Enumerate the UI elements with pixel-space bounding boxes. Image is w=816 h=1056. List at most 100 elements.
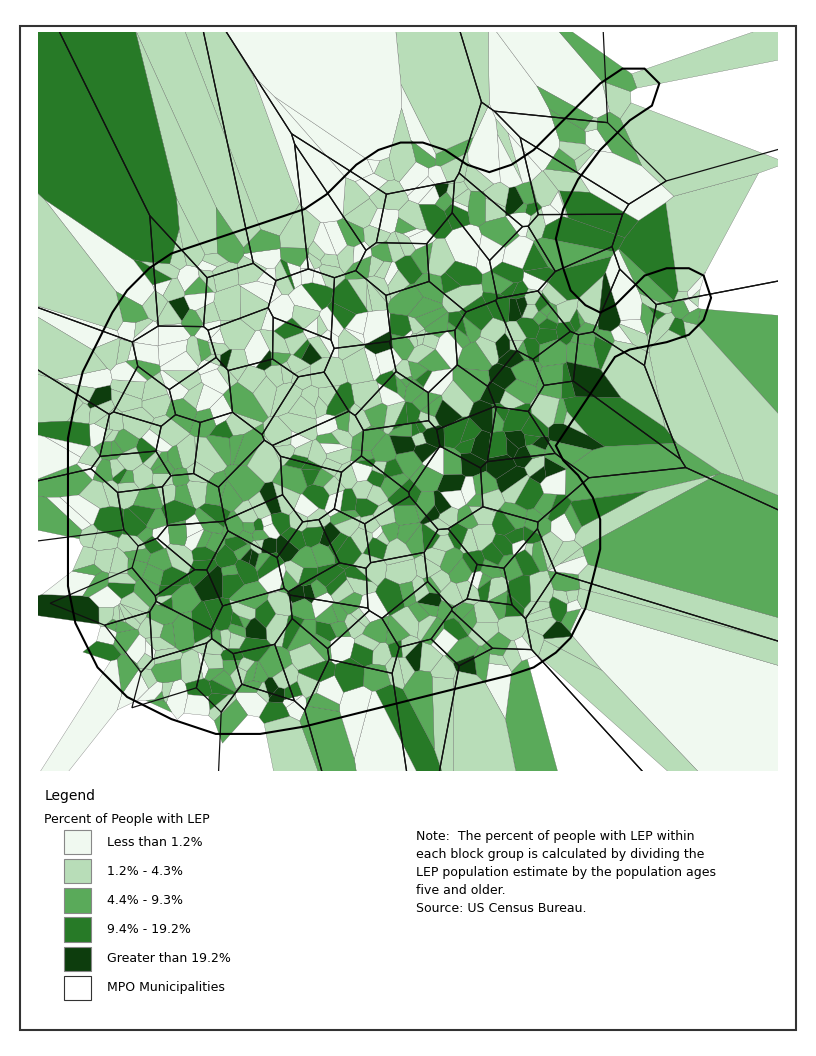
Polygon shape xyxy=(611,325,633,344)
Polygon shape xyxy=(474,601,499,622)
Polygon shape xyxy=(595,329,614,345)
Polygon shape xyxy=(672,301,690,319)
Polygon shape xyxy=(554,398,567,423)
Polygon shape xyxy=(370,241,392,262)
Polygon shape xyxy=(454,602,474,622)
Polygon shape xyxy=(490,262,524,283)
Polygon shape xyxy=(293,339,310,359)
Polygon shape xyxy=(291,431,312,449)
Polygon shape xyxy=(559,191,639,238)
Polygon shape xyxy=(238,530,254,545)
Polygon shape xyxy=(503,403,532,432)
Polygon shape xyxy=(489,654,508,665)
Polygon shape xyxy=(366,276,391,304)
Polygon shape xyxy=(243,229,281,253)
Polygon shape xyxy=(192,547,217,561)
Polygon shape xyxy=(142,564,163,586)
Polygon shape xyxy=(142,394,171,418)
Polygon shape xyxy=(432,534,455,551)
Polygon shape xyxy=(209,694,237,721)
Polygon shape xyxy=(632,0,816,88)
Polygon shape xyxy=(156,595,171,605)
Polygon shape xyxy=(204,598,233,630)
Polygon shape xyxy=(163,371,202,391)
Polygon shape xyxy=(468,400,493,433)
Polygon shape xyxy=(330,510,360,526)
Polygon shape xyxy=(597,112,642,166)
Polygon shape xyxy=(444,416,469,449)
Polygon shape xyxy=(201,654,223,668)
Polygon shape xyxy=(430,656,456,679)
Polygon shape xyxy=(472,471,499,494)
Polygon shape xyxy=(565,504,582,534)
Polygon shape xyxy=(344,565,373,582)
Polygon shape xyxy=(393,506,420,526)
Polygon shape xyxy=(255,600,276,628)
Polygon shape xyxy=(533,310,547,325)
Polygon shape xyxy=(414,444,438,463)
Polygon shape xyxy=(460,417,482,442)
Polygon shape xyxy=(375,262,392,279)
Polygon shape xyxy=(441,152,468,184)
Polygon shape xyxy=(118,670,149,710)
Polygon shape xyxy=(601,341,665,428)
Polygon shape xyxy=(430,569,451,591)
Polygon shape xyxy=(160,567,190,585)
Polygon shape xyxy=(513,446,532,468)
Polygon shape xyxy=(511,281,529,299)
Polygon shape xyxy=(268,591,292,616)
Polygon shape xyxy=(335,658,364,693)
Polygon shape xyxy=(521,304,539,319)
Polygon shape xyxy=(330,622,351,637)
Polygon shape xyxy=(448,523,468,550)
Polygon shape xyxy=(388,478,422,506)
Polygon shape xyxy=(434,490,451,514)
Polygon shape xyxy=(301,385,319,408)
Polygon shape xyxy=(525,435,541,446)
Polygon shape xyxy=(149,415,190,447)
Polygon shape xyxy=(116,621,135,633)
Polygon shape xyxy=(397,523,421,544)
Polygon shape xyxy=(162,681,174,703)
Polygon shape xyxy=(184,0,401,161)
Polygon shape xyxy=(212,671,237,693)
Polygon shape xyxy=(437,600,457,621)
Polygon shape xyxy=(127,342,136,361)
Polygon shape xyxy=(401,84,436,159)
Polygon shape xyxy=(351,643,373,666)
Polygon shape xyxy=(214,284,241,321)
Polygon shape xyxy=(399,582,416,607)
Polygon shape xyxy=(548,257,612,300)
Polygon shape xyxy=(517,318,539,339)
Polygon shape xyxy=(445,224,481,267)
Polygon shape xyxy=(420,395,442,417)
Polygon shape xyxy=(308,252,322,269)
Text: Percent of People with LEP: Percent of People with LEP xyxy=(44,813,210,826)
Text: Legend: Legend xyxy=(44,789,95,803)
Polygon shape xyxy=(140,261,180,279)
Polygon shape xyxy=(436,137,473,166)
Polygon shape xyxy=(200,369,230,395)
Polygon shape xyxy=(306,693,339,712)
Polygon shape xyxy=(498,350,525,367)
Polygon shape xyxy=(459,296,493,331)
Polygon shape xyxy=(440,547,463,574)
Polygon shape xyxy=(243,523,255,533)
Polygon shape xyxy=(259,329,290,354)
Polygon shape xyxy=(508,133,542,184)
Polygon shape xyxy=(298,661,335,682)
Polygon shape xyxy=(619,203,678,301)
Polygon shape xyxy=(205,355,220,365)
Polygon shape xyxy=(355,498,379,517)
Polygon shape xyxy=(206,435,231,467)
Polygon shape xyxy=(486,454,517,479)
Polygon shape xyxy=(354,691,453,852)
Polygon shape xyxy=(449,558,472,584)
Polygon shape xyxy=(416,329,425,345)
Polygon shape xyxy=(584,117,597,132)
Polygon shape xyxy=(698,309,816,463)
Polygon shape xyxy=(348,403,371,437)
Polygon shape xyxy=(481,542,503,565)
Polygon shape xyxy=(117,654,140,695)
Polygon shape xyxy=(496,466,527,493)
